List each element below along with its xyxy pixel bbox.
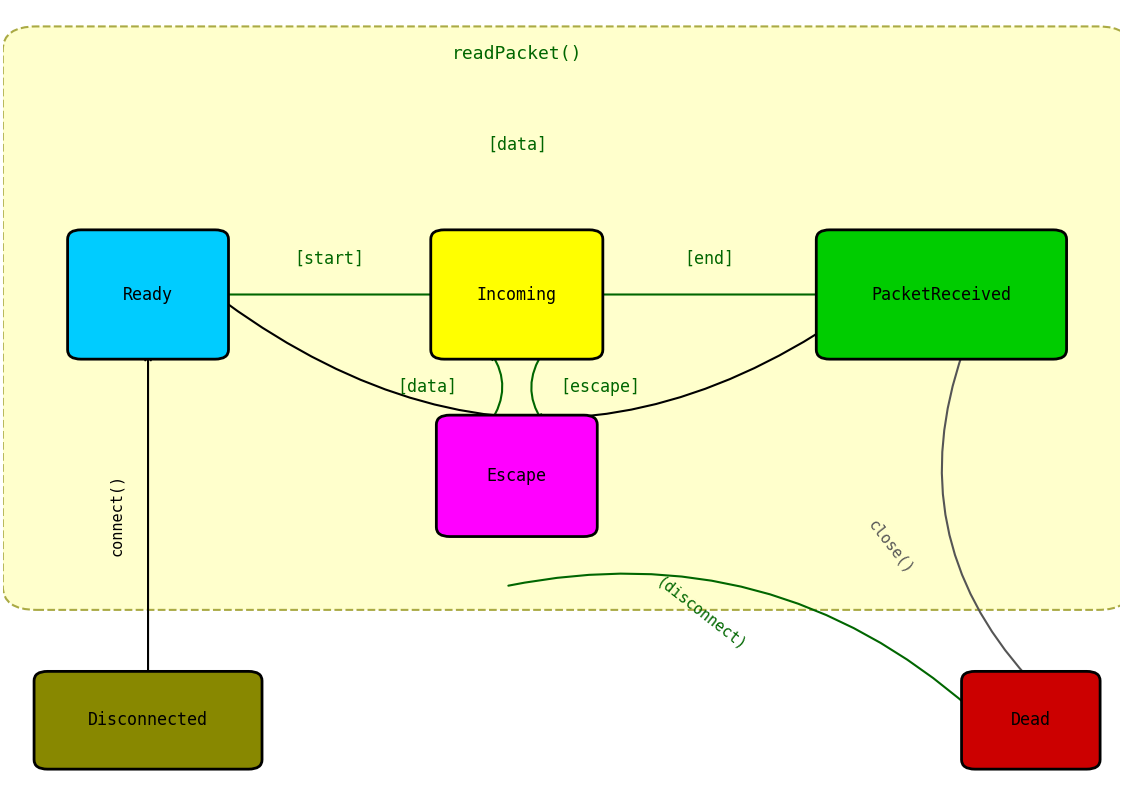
Text: [escape]: [escape] xyxy=(560,378,640,396)
Text: Ready: Ready xyxy=(124,286,173,303)
FancyBboxPatch shape xyxy=(437,415,597,537)
FancyBboxPatch shape xyxy=(961,672,1101,769)
Text: close(): close() xyxy=(866,517,916,576)
Text: Escape: Escape xyxy=(486,467,547,485)
Text: Incoming: Incoming xyxy=(477,286,557,303)
FancyBboxPatch shape xyxy=(34,672,262,769)
FancyBboxPatch shape xyxy=(2,26,1123,610)
Text: [data]: [data] xyxy=(486,136,547,154)
Text: (disconnect): (disconnect) xyxy=(654,574,749,653)
Text: Disconnected: Disconnected xyxy=(88,711,208,729)
Text: Dead: Dead xyxy=(1011,711,1051,729)
FancyBboxPatch shape xyxy=(431,229,603,359)
Text: [data]: [data] xyxy=(398,378,457,396)
Text: [end]: [end] xyxy=(685,250,734,268)
FancyBboxPatch shape xyxy=(67,229,228,359)
Text: connect(): connect() xyxy=(109,474,125,557)
Text: [start]: [start] xyxy=(294,250,365,268)
FancyBboxPatch shape xyxy=(816,229,1067,359)
Text: readPacket(): readPacket() xyxy=(451,45,582,63)
Text: PacketReceived: PacketReceived xyxy=(871,286,1012,303)
